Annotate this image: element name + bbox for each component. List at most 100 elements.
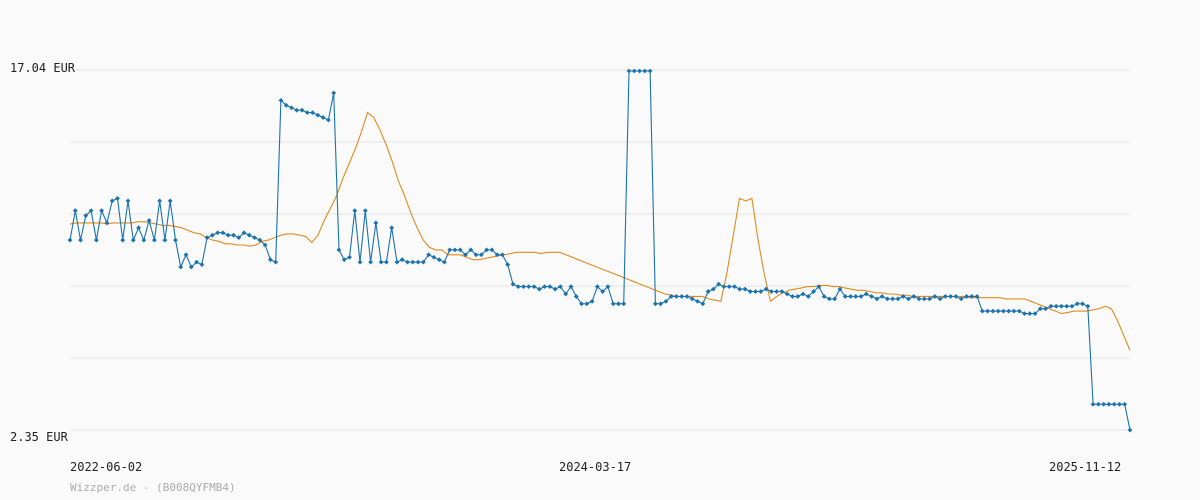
price-point bbox=[515, 284, 521, 290]
price-point bbox=[188, 264, 194, 270]
price-point bbox=[1016, 308, 1022, 314]
price-point bbox=[252, 235, 257, 241]
price-point bbox=[579, 301, 584, 307]
price-point bbox=[378, 259, 384, 265]
price-point bbox=[294, 107, 300, 113]
price-point bbox=[299, 107, 305, 113]
price-point bbox=[384, 259, 389, 265]
price-point bbox=[199, 262, 205, 267]
price-point bbox=[716, 281, 722, 287]
price-point bbox=[125, 198, 131, 204]
price-point bbox=[320, 115, 326, 120]
price-point bbox=[362, 208, 368, 214]
price-point bbox=[283, 102, 289, 108]
price-point bbox=[1064, 303, 1070, 309]
price-point bbox=[278, 97, 284, 103]
price-point bbox=[336, 247, 342, 253]
price-point bbox=[209, 232, 215, 238]
price-point bbox=[848, 294, 853, 299]
price-point bbox=[463, 252, 468, 258]
price-point bbox=[225, 232, 231, 238]
price-point bbox=[842, 294, 848, 299]
price-point bbox=[995, 308, 1001, 314]
price-point bbox=[99, 208, 105, 214]
price-point bbox=[1074, 301, 1080, 307]
price-point bbox=[389, 225, 395, 231]
price-point bbox=[832, 296, 838, 302]
price-point bbox=[220, 230, 226, 236]
price-point bbox=[1090, 401, 1096, 407]
price-point bbox=[236, 235, 242, 241]
price-point bbox=[1027, 311, 1033, 316]
x-tick-label-middle: 2024-03-17 bbox=[559, 460, 631, 474]
y-min-label: 2.35 EUR bbox=[10, 430, 69, 444]
price-point bbox=[167, 198, 173, 204]
price-point bbox=[246, 232, 252, 238]
price-point bbox=[399, 257, 405, 263]
price-point bbox=[109, 198, 115, 204]
price-point bbox=[204, 235, 210, 241]
price-point bbox=[974, 294, 980, 299]
price-point bbox=[505, 262, 511, 267]
price-point bbox=[737, 286, 743, 292]
price-point bbox=[1032, 311, 1038, 316]
price-point bbox=[953, 294, 959, 299]
price-point bbox=[531, 284, 537, 290]
price-point bbox=[426, 252, 432, 258]
price-point bbox=[642, 68, 648, 74]
price-point bbox=[536, 286, 542, 292]
price-point bbox=[784, 291, 790, 297]
price-point bbox=[215, 230, 221, 236]
price-point bbox=[779, 289, 785, 294]
price-point bbox=[637, 68, 642, 74]
price-point bbox=[1085, 303, 1091, 309]
price-point bbox=[937, 296, 943, 302]
price-point bbox=[1117, 401, 1122, 407]
price-point bbox=[1043, 306, 1049, 312]
price-point bbox=[742, 286, 748, 292]
price-point bbox=[710, 286, 716, 292]
price-point bbox=[178, 264, 184, 270]
price-point bbox=[668, 294, 674, 299]
price-series bbox=[67, 68, 1133, 433]
price-point bbox=[874, 296, 880, 302]
price-point bbox=[394, 259, 400, 265]
price-point bbox=[526, 284, 532, 290]
price-point bbox=[310, 110, 315, 116]
price-point bbox=[985, 308, 991, 314]
price-point bbox=[790, 294, 795, 299]
price-point bbox=[468, 247, 474, 253]
price-point bbox=[747, 289, 753, 294]
price-point bbox=[410, 259, 416, 265]
price-point bbox=[647, 68, 653, 74]
price-point bbox=[257, 237, 263, 243]
price-point bbox=[352, 208, 358, 214]
price-point bbox=[800, 291, 806, 297]
price-point bbox=[721, 284, 727, 290]
price-point bbox=[489, 247, 495, 253]
price-point bbox=[405, 259, 410, 265]
price-point bbox=[415, 259, 421, 265]
price-point bbox=[457, 247, 463, 253]
price-point bbox=[183, 252, 189, 258]
price-point bbox=[473, 252, 479, 258]
price-point bbox=[136, 225, 141, 231]
price-point bbox=[753, 289, 758, 294]
price-point bbox=[763, 286, 769, 292]
price-point bbox=[1037, 306, 1043, 312]
price-point bbox=[948, 294, 954, 299]
price-point bbox=[600, 289, 606, 294]
price-point bbox=[547, 284, 553, 290]
price-point bbox=[932, 294, 938, 299]
price-point bbox=[341, 257, 347, 263]
credit-text: Wizzper.de - (B008QYFMB4) bbox=[70, 481, 236, 494]
price-point bbox=[969, 294, 975, 299]
price-point bbox=[663, 298, 669, 304]
price-point bbox=[447, 247, 453, 253]
price-point bbox=[315, 112, 321, 118]
price-point bbox=[674, 294, 679, 299]
price-point bbox=[943, 294, 948, 299]
price-point bbox=[368, 259, 373, 265]
price-point bbox=[621, 301, 627, 307]
price-point bbox=[584, 301, 590, 307]
